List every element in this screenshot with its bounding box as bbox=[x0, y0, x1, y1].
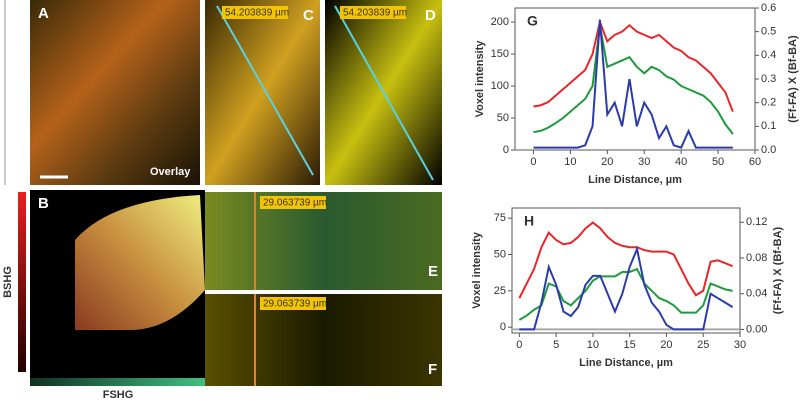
length: 54.203839 µm bbox=[343, 8, 407, 19]
panel-label: D bbox=[425, 7, 436, 24]
y-tick-label: 150 bbox=[491, 48, 509, 60]
y-axis-label: Voxel intensity bbox=[474, 40, 486, 118]
plot-frame bbox=[511, 207, 741, 334]
series-line bbox=[533, 18, 734, 112]
y-tick-label: 200 bbox=[491, 16, 509, 28]
chart-title: H bbox=[524, 213, 534, 229]
x-tick-label: 5 bbox=[553, 339, 559, 351]
y2-tick-label: 0.04 bbox=[746, 288, 767, 300]
x-tick-label: 15 bbox=[624, 339, 636, 351]
length-tag bbox=[260, 297, 326, 310]
x-tick-label: 25 bbox=[697, 339, 709, 351]
x-tick-label: 0 bbox=[530, 156, 536, 168]
x-axis-label: Line Distance, µm bbox=[588, 174, 682, 186]
chart-title: G bbox=[527, 13, 538, 29]
y2-tick-label: 0.00 bbox=[746, 323, 767, 335]
y2-tick-label: 0.12 bbox=[746, 216, 767, 228]
length: 29.063739 µm bbox=[263, 299, 327, 310]
series-line bbox=[533, 19, 733, 149]
x-axis-label: Line Distance, µm bbox=[579, 357, 673, 369]
y2-tick-label: 0.3 bbox=[761, 73, 776, 85]
fshg-bar bbox=[30, 378, 205, 386]
y-tick-label: 25 bbox=[494, 285, 506, 297]
bshg-bar bbox=[18, 192, 26, 372]
panel-label: F bbox=[428, 361, 437, 378]
line-profile bbox=[334, 5, 434, 181]
y-tick-label: 50 bbox=[497, 112, 509, 124]
length: 29.063739 µm bbox=[263, 198, 327, 209]
x-tick-label: 60 bbox=[749, 156, 761, 168]
axis-label: FSHG bbox=[103, 389, 134, 400]
y-axis-label: Voxel intensity bbox=[471, 231, 483, 309]
y2-tick-label: 0.1 bbox=[761, 120, 776, 132]
x-tick-label: 40 bbox=[675, 156, 687, 168]
x-tick-label: 20 bbox=[660, 339, 672, 351]
y-tick-label: 0 bbox=[503, 144, 509, 156]
y2-tick-label: 0.4 bbox=[761, 49, 776, 61]
y-tick-label: 0 bbox=[500, 321, 506, 333]
length-tag bbox=[340, 6, 406, 19]
y2-tick-label: 0.5 bbox=[761, 26, 776, 38]
y-tick-label: 75 bbox=[494, 212, 506, 224]
axis-label: BSHG bbox=[2, 266, 14, 298]
panel-label: A bbox=[38, 5, 49, 22]
panel-label: C bbox=[303, 7, 314, 24]
length: 54.203839 µm bbox=[225, 8, 289, 19]
series-line bbox=[519, 245, 734, 331]
x-tick-label: 50 bbox=[712, 156, 724, 168]
series-line bbox=[533, 25, 734, 135]
length-tag bbox=[222, 6, 288, 19]
y2-axis-label: (Ff-FA) X (Bf-BA) bbox=[787, 35, 799, 123]
y2-axis-label: (Ff-FA) X (Bf-BA) bbox=[772, 226, 784, 314]
series-line bbox=[518, 221, 734, 299]
series-line bbox=[518, 267, 733, 321]
x-tick-label: 10 bbox=[564, 156, 576, 168]
y2-tick-label: 0.08 bbox=[746, 252, 767, 264]
y-tick-label: 50 bbox=[494, 248, 506, 260]
x-tick-label: 20 bbox=[601, 156, 613, 168]
y2-tick-label: 0.2 bbox=[761, 97, 776, 109]
panel-label: E bbox=[428, 263, 438, 280]
y2-tick-label: 0.0 bbox=[761, 144, 776, 156]
histogram bbox=[75, 195, 205, 330]
y-tick-label: 100 bbox=[491, 80, 509, 92]
caption: Overlay bbox=[150, 166, 191, 178]
x-tick-label: 30 bbox=[638, 156, 650, 168]
x-tick-label: 10 bbox=[587, 339, 599, 351]
image-a bbox=[30, 0, 200, 185]
y2-tick-label: 0.6 bbox=[761, 2, 776, 14]
x-tick-label: 30 bbox=[734, 339, 746, 351]
x-tick-label: 0 bbox=[516, 339, 522, 351]
panel-label: B bbox=[38, 195, 49, 212]
length-tag bbox=[260, 196, 326, 209]
line-profile bbox=[216, 5, 314, 176]
